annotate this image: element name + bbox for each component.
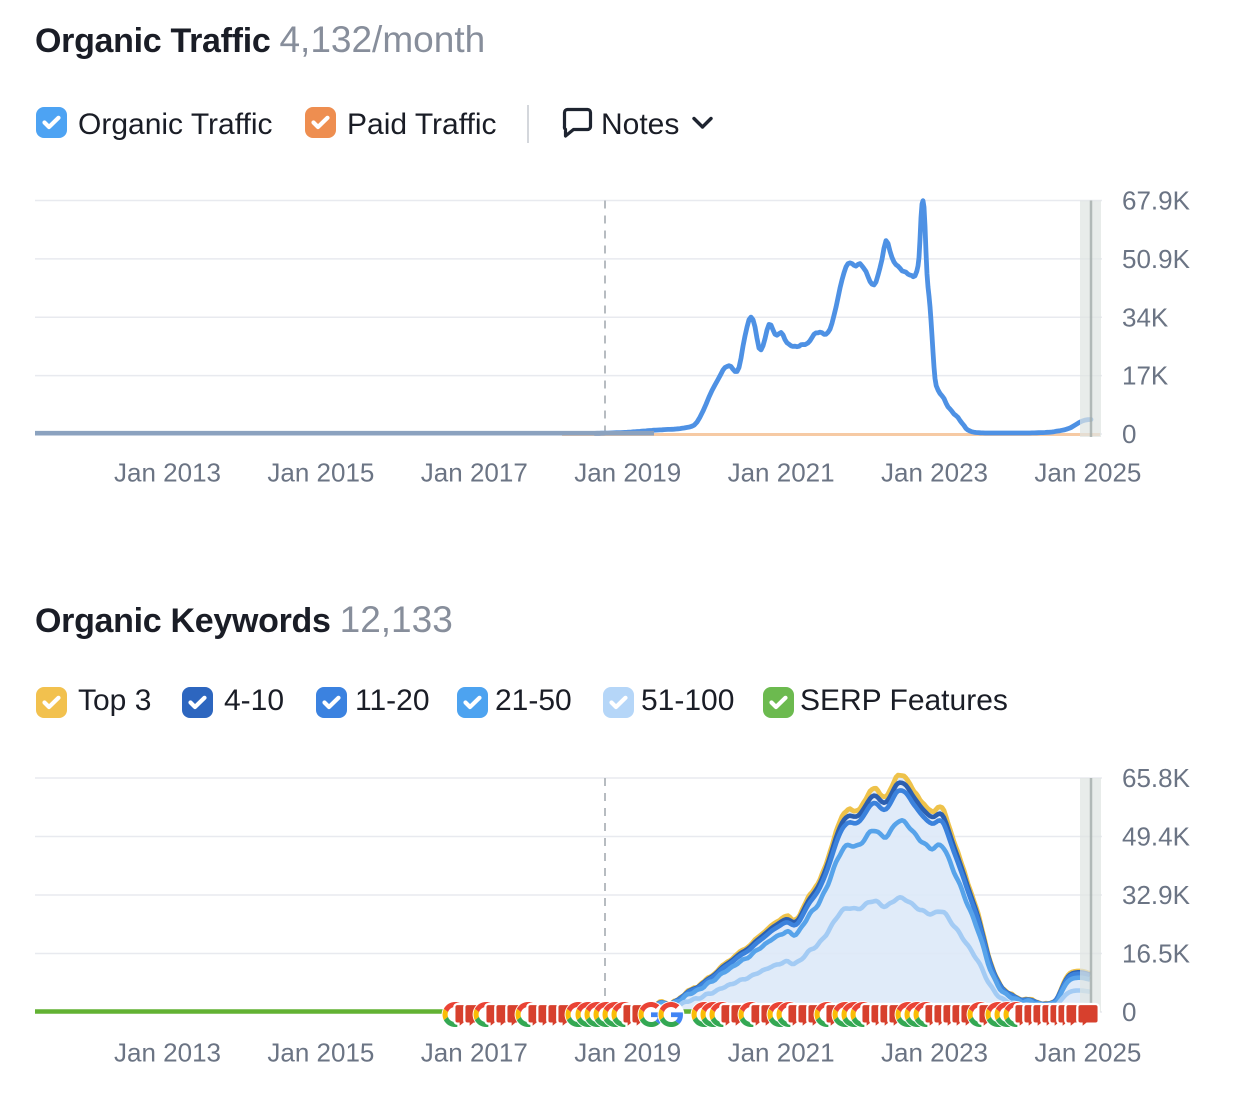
svg-text:Jan 2025: Jan 2025 xyxy=(1034,1038,1141,1068)
svg-text:Jan 2015: Jan 2015 xyxy=(267,1038,374,1068)
svg-text:0: 0 xyxy=(1122,419,1136,449)
svg-text:Jan 2023: Jan 2023 xyxy=(881,458,988,488)
svg-text:Jan 2025: Jan 2025 xyxy=(1034,458,1141,488)
svg-text:0: 0 xyxy=(1122,997,1136,1027)
svg-text:Jan 2019: Jan 2019 xyxy=(574,458,681,488)
svg-text:Jan 2021: Jan 2021 xyxy=(728,458,835,488)
svg-text:Jan 2023: Jan 2023 xyxy=(881,1038,988,1068)
svg-text:Jan 2015: Jan 2015 xyxy=(267,458,374,488)
svg-text:67.9K: 67.9K xyxy=(1122,186,1191,216)
svg-text:Jan 2019: Jan 2019 xyxy=(574,1038,681,1068)
svg-text:34K: 34K xyxy=(1122,302,1169,332)
svg-text:49.4K: 49.4K xyxy=(1122,822,1191,852)
svg-text:16.5K: 16.5K xyxy=(1122,939,1191,969)
svg-text:Jan 2013: Jan 2013 xyxy=(114,1038,221,1068)
svg-text:Jan 2021: Jan 2021 xyxy=(728,1038,835,1068)
svg-text:17K: 17K xyxy=(1122,361,1169,391)
svg-text:50.9K: 50.9K xyxy=(1122,244,1191,274)
svg-text:32.9K: 32.9K xyxy=(1122,880,1191,910)
svg-text:Jan 2013: Jan 2013 xyxy=(114,458,221,488)
svg-text:Jan 2017: Jan 2017 xyxy=(421,1038,528,1068)
svg-text:Jan 2017: Jan 2017 xyxy=(421,458,528,488)
svg-text:65.8K: 65.8K xyxy=(1122,763,1191,793)
